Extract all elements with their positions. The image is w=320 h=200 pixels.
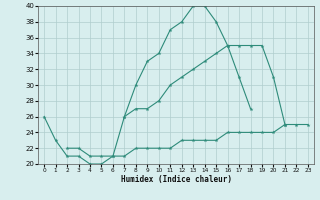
X-axis label: Humidex (Indice chaleur): Humidex (Indice chaleur) [121,175,231,184]
